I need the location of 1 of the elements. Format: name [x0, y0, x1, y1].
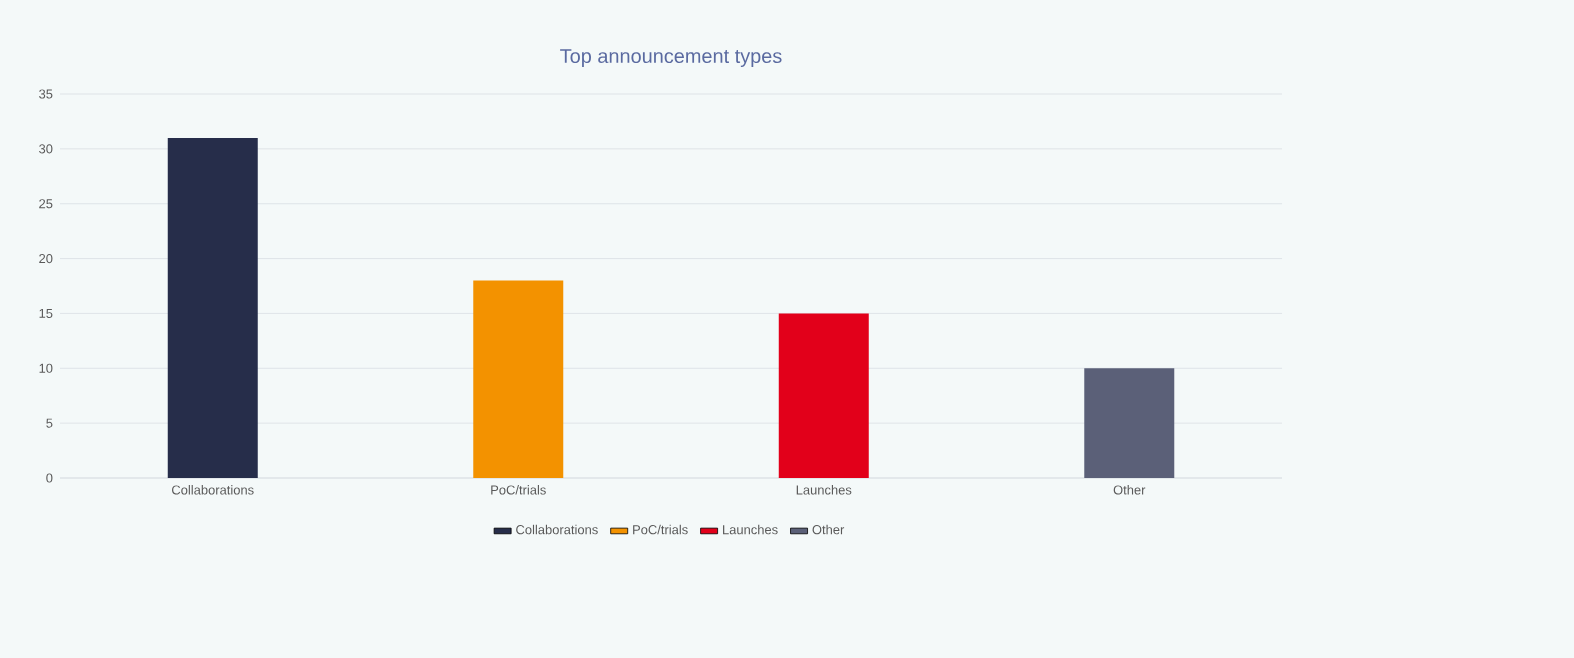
- chart-title: Top announcement types: [560, 49, 782, 67]
